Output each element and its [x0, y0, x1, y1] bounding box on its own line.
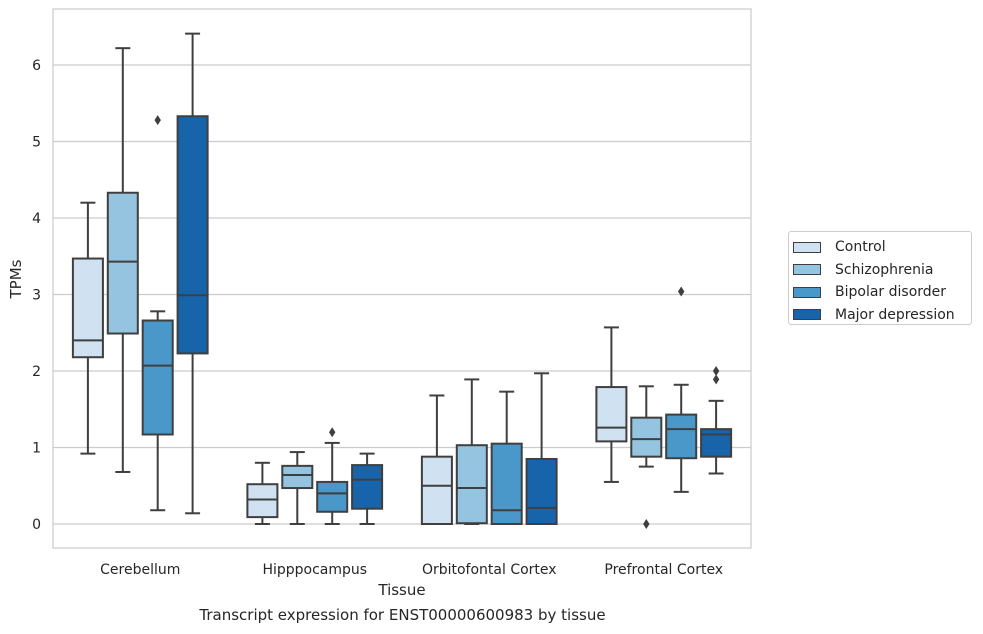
box-group — [106, 47, 139, 473]
y-tick-label: 2 — [32, 364, 41, 380]
box-group — [281, 451, 314, 525]
x-tick-labels: Cerebellum Hipppocampus Orbitofontal Corte… — [100, 562, 723, 578]
box — [455, 444, 488, 525]
legend-label: Control — [835, 239, 886, 256]
y-tick-label: 6 — [32, 58, 41, 74]
box — [700, 428, 733, 458]
legend-item: Control — [793, 236, 971, 259]
box-group — [71, 201, 104, 455]
y-tick-label: 5 — [32, 135, 41, 151]
outlier-point — [678, 286, 685, 297]
legend-item: Major depression — [793, 304, 971, 327]
box-group — [490, 390, 523, 525]
box-group — [176, 32, 209, 515]
legend-swatch — [793, 309, 821, 321]
y-tick-label: 4 — [32, 211, 41, 227]
box — [316, 480, 349, 513]
legend-label: Bipolar disorder — [835, 284, 947, 301]
box-group — [246, 461, 279, 525]
legend-item: Bipolar disorder — [793, 281, 971, 304]
box — [281, 464, 314, 490]
x-tick-label: Orbitofontal Cortex — [422, 562, 557, 578]
x-tick-label: Cerebellum — [100, 562, 180, 578]
legend-swatch — [793, 264, 821, 276]
y-axis-label: TPMs — [7, 259, 25, 299]
y-tick-label: 0 — [32, 517, 41, 533]
x-tick-label: Prefrontal Cortex — [604, 562, 723, 578]
box-group — [316, 427, 349, 525]
outlier-point — [329, 427, 336, 438]
box-group — [455, 378, 488, 525]
y-tick-labels: 0 1 2 3 4 5 6 — [32, 58, 41, 533]
x-axis-label: Tissue — [377, 581, 425, 599]
y-tick-label: 1 — [32, 441, 41, 457]
legend-swatch — [793, 286, 821, 298]
legend-label: Major depression — [835, 306, 955, 323]
box — [351, 464, 384, 510]
outlier-point — [712, 374, 720, 385]
box — [106, 191, 139, 335]
chart-legend: Control Schizophrenia Bipolar disorder Majo… — [788, 231, 972, 325]
box — [176, 115, 209, 355]
plot-area — [52, 8, 752, 549]
outlier-point — [154, 115, 161, 126]
legend-label: Schizophrenia — [835, 261, 934, 278]
box — [420, 455, 453, 525]
legend-item: Schizophrenia — [793, 259, 971, 282]
legend-swatch — [793, 241, 821, 253]
box — [71, 257, 104, 359]
box-group — [525, 372, 558, 526]
box-group — [351, 452, 384, 525]
box-group — [630, 385, 663, 529]
box-group — [420, 394, 453, 525]
x-tick-label: Hipppocampus — [262, 562, 367, 578]
box-group — [141, 115, 174, 512]
box — [490, 442, 523, 525]
box — [595, 386, 628, 443]
box-group — [665, 286, 698, 493]
box-group — [700, 366, 733, 475]
box — [665, 413, 698, 460]
box — [630, 416, 663, 458]
outlier-point — [712, 366, 720, 376]
y-tick-label: 3 — [32, 288, 41, 304]
figure-caption: Transcript expression for ENST0000060098… — [199, 606, 606, 624]
box — [141, 319, 174, 436]
box-series — [71, 32, 733, 529]
box — [525, 457, 558, 526]
box-group — [595, 326, 628, 483]
box — [246, 483, 279, 519]
outlier-point — [643, 519, 650, 529]
